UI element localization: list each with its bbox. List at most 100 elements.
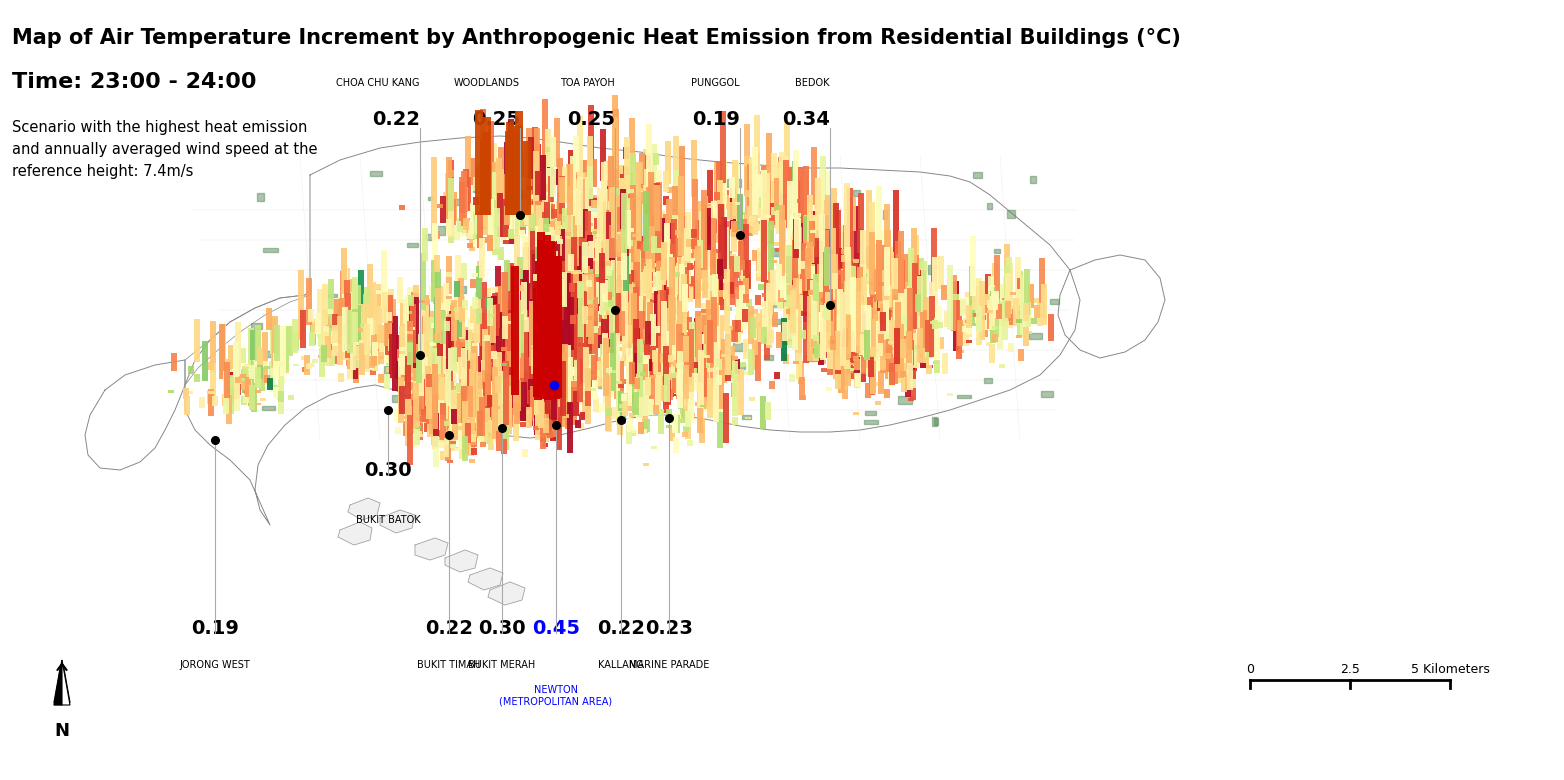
Bar [540,328,546,360]
Bar [666,330,673,334]
Bar [551,290,557,295]
Bar [898,307,904,329]
Bar [404,416,410,419]
Bar [443,404,449,431]
Bar [895,291,901,303]
Bar [893,258,898,295]
Bar [674,415,680,433]
Bar [378,325,385,343]
Polygon shape [818,212,827,216]
Bar [458,359,465,392]
Bar [447,427,454,446]
Bar [422,312,429,349]
Bar [465,389,471,400]
Bar [576,307,582,312]
Bar [474,109,483,215]
Bar [526,143,532,222]
Bar [626,253,632,294]
Bar [619,405,626,408]
Bar [551,208,557,218]
Bar [621,311,627,332]
Bar [760,220,766,282]
Bar [488,420,494,431]
Bar [267,378,272,389]
Bar [249,385,255,410]
Bar [443,374,449,410]
Bar [769,270,776,305]
Bar [646,377,651,382]
Bar [524,213,530,225]
Bar [399,386,405,414]
Bar [457,382,463,423]
Bar [482,236,486,243]
Bar [696,315,702,367]
Bar [633,307,638,317]
Bar [554,288,560,388]
Bar [533,333,538,366]
Bar [616,347,622,351]
Bar [411,292,418,367]
Bar [518,336,524,342]
Bar [851,354,856,365]
Bar [647,332,654,377]
Bar [208,394,214,417]
Bar [757,200,763,207]
Bar [386,304,393,351]
Bar [674,355,680,383]
Bar [693,362,699,368]
Bar [507,350,513,423]
Bar [790,328,796,335]
Bar [446,296,452,299]
Bar [766,283,771,346]
Bar [724,267,730,271]
Bar [755,266,762,279]
Bar [652,296,657,300]
Bar [317,355,324,358]
Bar [934,317,940,360]
Bar [547,294,552,369]
Polygon shape [454,199,466,204]
Bar [594,261,601,303]
Bar [438,440,444,448]
Bar [522,338,527,380]
Bar [635,161,641,242]
Bar [612,407,618,420]
Bar [1031,318,1037,324]
Bar [769,220,776,228]
Bar [352,313,358,383]
Bar [527,137,533,179]
Bar [604,363,608,403]
Bar [621,189,627,193]
Bar [856,345,860,361]
Bar [260,374,266,391]
Bar [738,294,744,306]
Bar [774,248,780,251]
Bar [541,248,547,360]
Polygon shape [369,172,382,176]
Bar [530,339,536,357]
Bar [959,324,965,332]
Bar [647,285,654,296]
Bar [547,281,554,378]
Bar [823,230,829,270]
Bar [496,335,502,420]
Bar [827,303,834,349]
Bar [607,367,612,370]
Bar [1048,314,1054,341]
Bar [1024,269,1029,314]
Bar [554,305,560,349]
Bar [513,300,519,399]
Bar [891,256,898,317]
Polygon shape [635,171,643,176]
Bar [762,166,768,207]
Bar [563,386,569,410]
Bar [863,271,870,275]
Bar [349,339,355,352]
Bar [719,282,726,310]
Bar [698,350,704,405]
Bar [242,395,249,403]
Bar [718,412,723,448]
Bar [776,183,782,206]
Bar [515,300,521,357]
Bar [702,315,708,366]
